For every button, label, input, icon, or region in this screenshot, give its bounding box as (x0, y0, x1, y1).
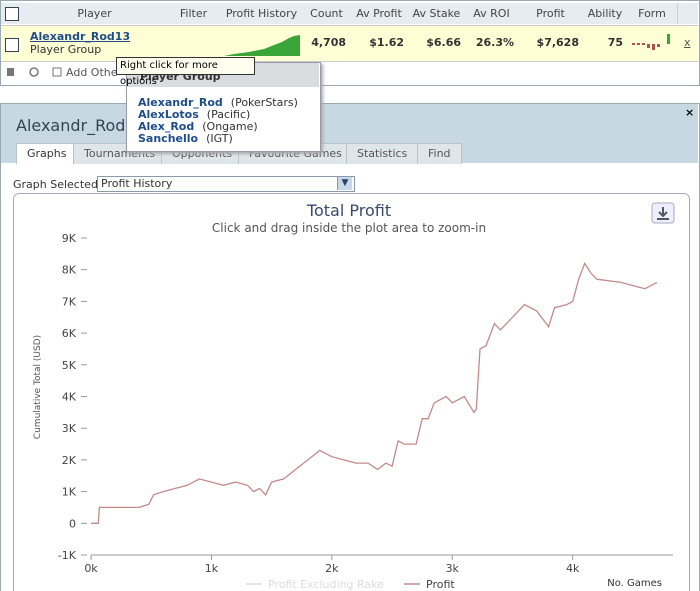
remove-row[interactable]: x (684, 36, 691, 49)
member-name[interactable]: Sanchello (138, 132, 199, 145)
tab[interactable]: Statistics (346, 143, 419, 164)
y-tick-label: 0 (69, 517, 76, 530)
x-tick-label: 2k (325, 562, 339, 575)
x-tick-label: 4k (566, 562, 580, 575)
profit-cell: $7,628 (536, 36, 579, 49)
add-other-button[interactable]: Add Othe (66, 66, 118, 79)
y-tick-label: 9K (62, 232, 77, 245)
column-header[interactable]: Av Stake (408, 3, 466, 24)
tooltip: Right click for more options (116, 57, 255, 87)
y-tick-label: 5K (62, 359, 77, 372)
x-tick-label: 3k (446, 562, 460, 575)
panel-title: Alexandr_Rod13 (16, 116, 146, 135)
member-row: AlexLotos (Pacific) (138, 108, 250, 121)
tab[interactable]: Find (417, 143, 462, 164)
chart-title: Total Profit (306, 201, 391, 220)
graph-select[interactable] (97, 176, 355, 192)
form-bars (632, 34, 670, 50)
player-link[interactable]: Alexandr_Rod13 (30, 30, 131, 43)
profit-sparkline (224, 35, 300, 56)
member-row: Alex_Rod (Ongame) (138, 120, 258, 133)
close-panel[interactable]: × (685, 106, 695, 119)
column-header[interactable]: Av ROI (465, 3, 519, 24)
y-tick-label: 4K (62, 391, 77, 404)
member-name[interactable]: Alexandr_Rod (138, 96, 223, 109)
x-tick-label: 1k (205, 562, 219, 575)
select-arrow[interactable]: ▼ (337, 177, 352, 190)
member-row: Alexandr_Rod (PokerStars) (138, 96, 298, 109)
member-row: Sanchello (IGT) (138, 132, 233, 145)
member-site: (Ongame) (202, 120, 258, 133)
av-roi-cell: 26.3% (475, 36, 514, 49)
x-tick-label: 0k (84, 562, 98, 575)
member-name[interactable]: AlexLotos (138, 108, 199, 121)
count-cell: 4,708 (311, 36, 346, 49)
av-profit-cell: $1.62 (369, 36, 404, 49)
y-tick-label: 3K (62, 422, 77, 435)
chart-subtitle: Click and drag inside the plot area to z… (212, 221, 486, 235)
profit-line (91, 261, 658, 524)
column-header[interactable]: Count (303, 3, 351, 24)
column-header[interactable]: Form (627, 3, 678, 24)
column-header[interactable]: Profit History (220, 3, 304, 24)
select-all-checkbox[interactable] (5, 7, 19, 21)
ability-cell: 75 (607, 36, 623, 49)
member-site: (Pacific) (206, 108, 251, 121)
graph-selected-label: Graph Selected: (13, 178, 102, 191)
column-header[interactable]: Av Profit (350, 3, 409, 24)
y-tick-label: 1K (62, 486, 77, 499)
y-tick-label: 6K (62, 327, 77, 340)
column-header[interactable]: Filter (167, 3, 221, 24)
player-row[interactable] (1, 25, 698, 62)
member-site: (IGT) (206, 132, 233, 145)
export-icon (657, 207, 669, 220)
y-tick-label: 7K (62, 295, 77, 308)
tab[interactable]: Graphs (16, 143, 78, 164)
legend-label: Profit (426, 578, 455, 591)
column-header[interactable]: Ability (583, 3, 628, 24)
x-axis-label: No. Games (607, 578, 662, 589)
row-checkbox[interactable] (5, 38, 19, 52)
player-group-label: Player Group (30, 43, 102, 56)
y-tick-label: -1K (58, 549, 77, 562)
y-axis-label: Cumulative Total (USD) (33, 335, 43, 439)
member-name[interactable]: Alex_Rod (138, 120, 195, 133)
column-header[interactable]: Profit (518, 3, 584, 24)
legend-label: Profit Excluding Rake (268, 578, 384, 591)
toolbar-icons[interactable] (6, 66, 64, 78)
chart: Total Profit Click and drag inside the p… (13, 193, 690, 591)
y-tick-label: 8K (62, 264, 77, 277)
y-tick-label: 2K (62, 454, 77, 467)
column-header[interactable]: Player (22, 3, 168, 24)
member-site: (PokerStars) (230, 96, 298, 109)
graph-select-value: Profit History (101, 177, 173, 190)
av-stake-cell: $6.66 (426, 36, 461, 49)
